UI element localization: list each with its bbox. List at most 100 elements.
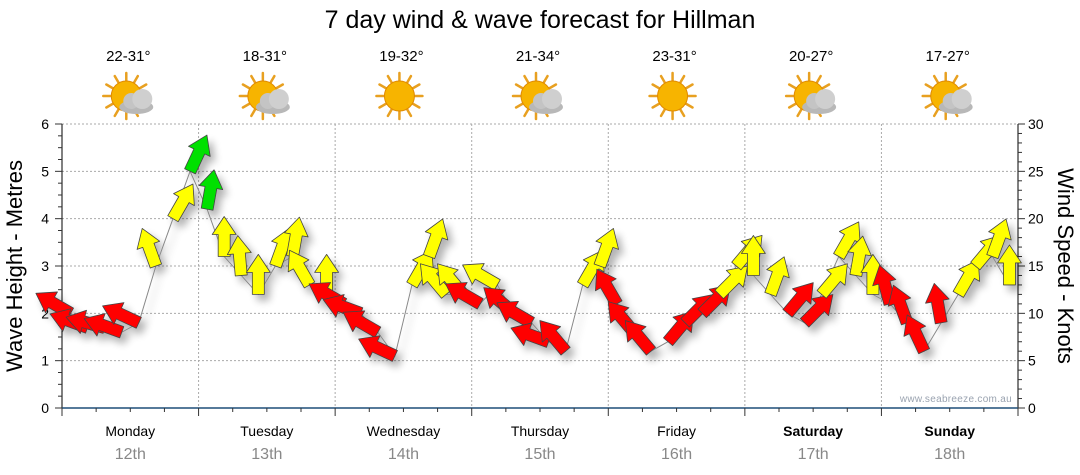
sun-icon	[648, 71, 697, 121]
wind-arrow	[714, 265, 748, 300]
day-label: Friday	[657, 423, 696, 439]
sun-ray	[378, 101, 389, 109]
y-tick-label-right: 0	[1028, 400, 1036, 416]
y-tick-label-left: 3	[41, 258, 49, 274]
day-label: Thursday	[511, 423, 569, 439]
y-tick-label-left: 0	[41, 400, 49, 416]
wind-arrow	[496, 301, 535, 329]
date-label: 17th	[798, 446, 829, 463]
sun-ray	[546, 83, 558, 91]
y-tick-label-right: 5	[1028, 353, 1036, 369]
date-label: 16th	[661, 446, 692, 463]
chart-title: 7 day wind & wave forecast for Hillman	[325, 6, 756, 34]
wind-arrow	[245, 253, 271, 295]
sun-ray	[514, 83, 526, 91]
temperature-range: 19-32°	[379, 48, 423, 65]
wind-arrow	[539, 320, 571, 356]
sun-disc	[657, 80, 689, 112]
sun-ray	[683, 83, 694, 91]
sun-ray	[924, 101, 935, 109]
y-tick-label-left: 1	[41, 353, 49, 369]
sun-ray	[787, 83, 799, 91]
wind-arrow	[462, 263, 501, 291]
wind-arrow	[287, 249, 316, 289]
day-label: Monday	[105, 423, 155, 439]
wind-arrow	[847, 235, 872, 277]
sun-ray	[241, 83, 252, 91]
sun-ray	[651, 83, 662, 91]
sun-ray	[787, 101, 799, 109]
day-label: Saturday	[783, 423, 843, 439]
temperature-range: 20-27°	[789, 48, 833, 65]
day-label: Tuesday	[240, 423, 293, 439]
sun-ray	[378, 83, 389, 91]
wind-arrow	[83, 313, 125, 339]
y-tick-label-left: 2	[41, 305, 49, 321]
y-tick-label-left: 4	[41, 211, 49, 227]
sun-ray	[273, 83, 285, 91]
wind-arrow	[997, 244, 1022, 286]
sun-ray	[956, 83, 967, 91]
cloud-icon	[119, 89, 154, 114]
sun-ray	[651, 101, 662, 109]
wind-arrow	[102, 302, 142, 329]
wind-arrow	[764, 256, 790, 297]
wind-arrow	[740, 235, 766, 276]
sun-ray	[514, 101, 526, 109]
cloud-part	[815, 89, 836, 109]
wind-arrow	[624, 320, 656, 356]
sun-ray	[924, 83, 935, 91]
y-tick-label-right: 15	[1028, 258, 1044, 274]
sun-disc	[383, 80, 415, 112]
y-axis-label-left: Wave Height - Metres	[2, 160, 27, 372]
temperature-range: 23-31°	[652, 48, 696, 65]
wind-arrow	[184, 134, 211, 175]
date-label: 15th	[524, 446, 555, 463]
y-axis-label-right: Wind Speed - Knots	[1053, 168, 1078, 364]
wind-arrow	[342, 310, 382, 338]
wind-arrow	[925, 283, 950, 325]
sun-cloud-icon	[921, 71, 973, 121]
cloud-icon	[938, 89, 973, 114]
sun-cloud-icon	[102, 71, 154, 121]
y-tick-label-right: 30	[1028, 116, 1044, 132]
cloud-part	[268, 89, 289, 109]
temperature-range: 18-31°	[243, 48, 287, 65]
y-tick-label-right: 10	[1028, 305, 1044, 321]
sun-ray	[410, 101, 421, 109]
temperature-range: 22-31°	[106, 48, 150, 65]
wind-arrow	[358, 335, 398, 362]
wind-arrow	[833, 221, 861, 260]
wind-arrow	[136, 228, 162, 269]
sun-ray	[241, 101, 252, 109]
wind-arrow	[986, 218, 1012, 259]
y-tick-label-left: 5	[41, 163, 49, 179]
y-tick-label-right: 25	[1028, 163, 1044, 179]
wind-arrow	[799, 294, 834, 328]
sun-cloud-icon	[784, 71, 837, 121]
cloud-part	[132, 89, 153, 109]
sun-icon	[375, 71, 424, 121]
sun-ray	[683, 101, 694, 109]
wind-arrow	[903, 314, 930, 355]
wind-arrow	[595, 268, 623, 308]
cloud-icon	[529, 89, 563, 114]
day-label: Sunday	[924, 423, 975, 439]
temperature-range: 21-34°	[516, 48, 560, 65]
day-label: Wednesday	[367, 423, 441, 439]
y-tick-label-left: 6	[41, 116, 49, 132]
date-label: 14th	[388, 446, 419, 463]
sun-cloud-icon	[238, 71, 290, 121]
wind-arrow	[816, 263, 848, 299]
sun-ray	[410, 83, 421, 91]
wind-arrow	[422, 218, 449, 259]
wind-arrow	[284, 216, 309, 258]
wind-arrow	[445, 282, 484, 310]
sun-ray	[820, 83, 831, 91]
wind-arrow	[406, 249, 434, 289]
temperature-range: 17-27°	[926, 48, 970, 65]
sun-cloud-icon	[511, 71, 563, 121]
wind-arrow	[198, 169, 224, 211]
cloud-part	[951, 89, 972, 109]
wind-arrow	[593, 228, 619, 269]
